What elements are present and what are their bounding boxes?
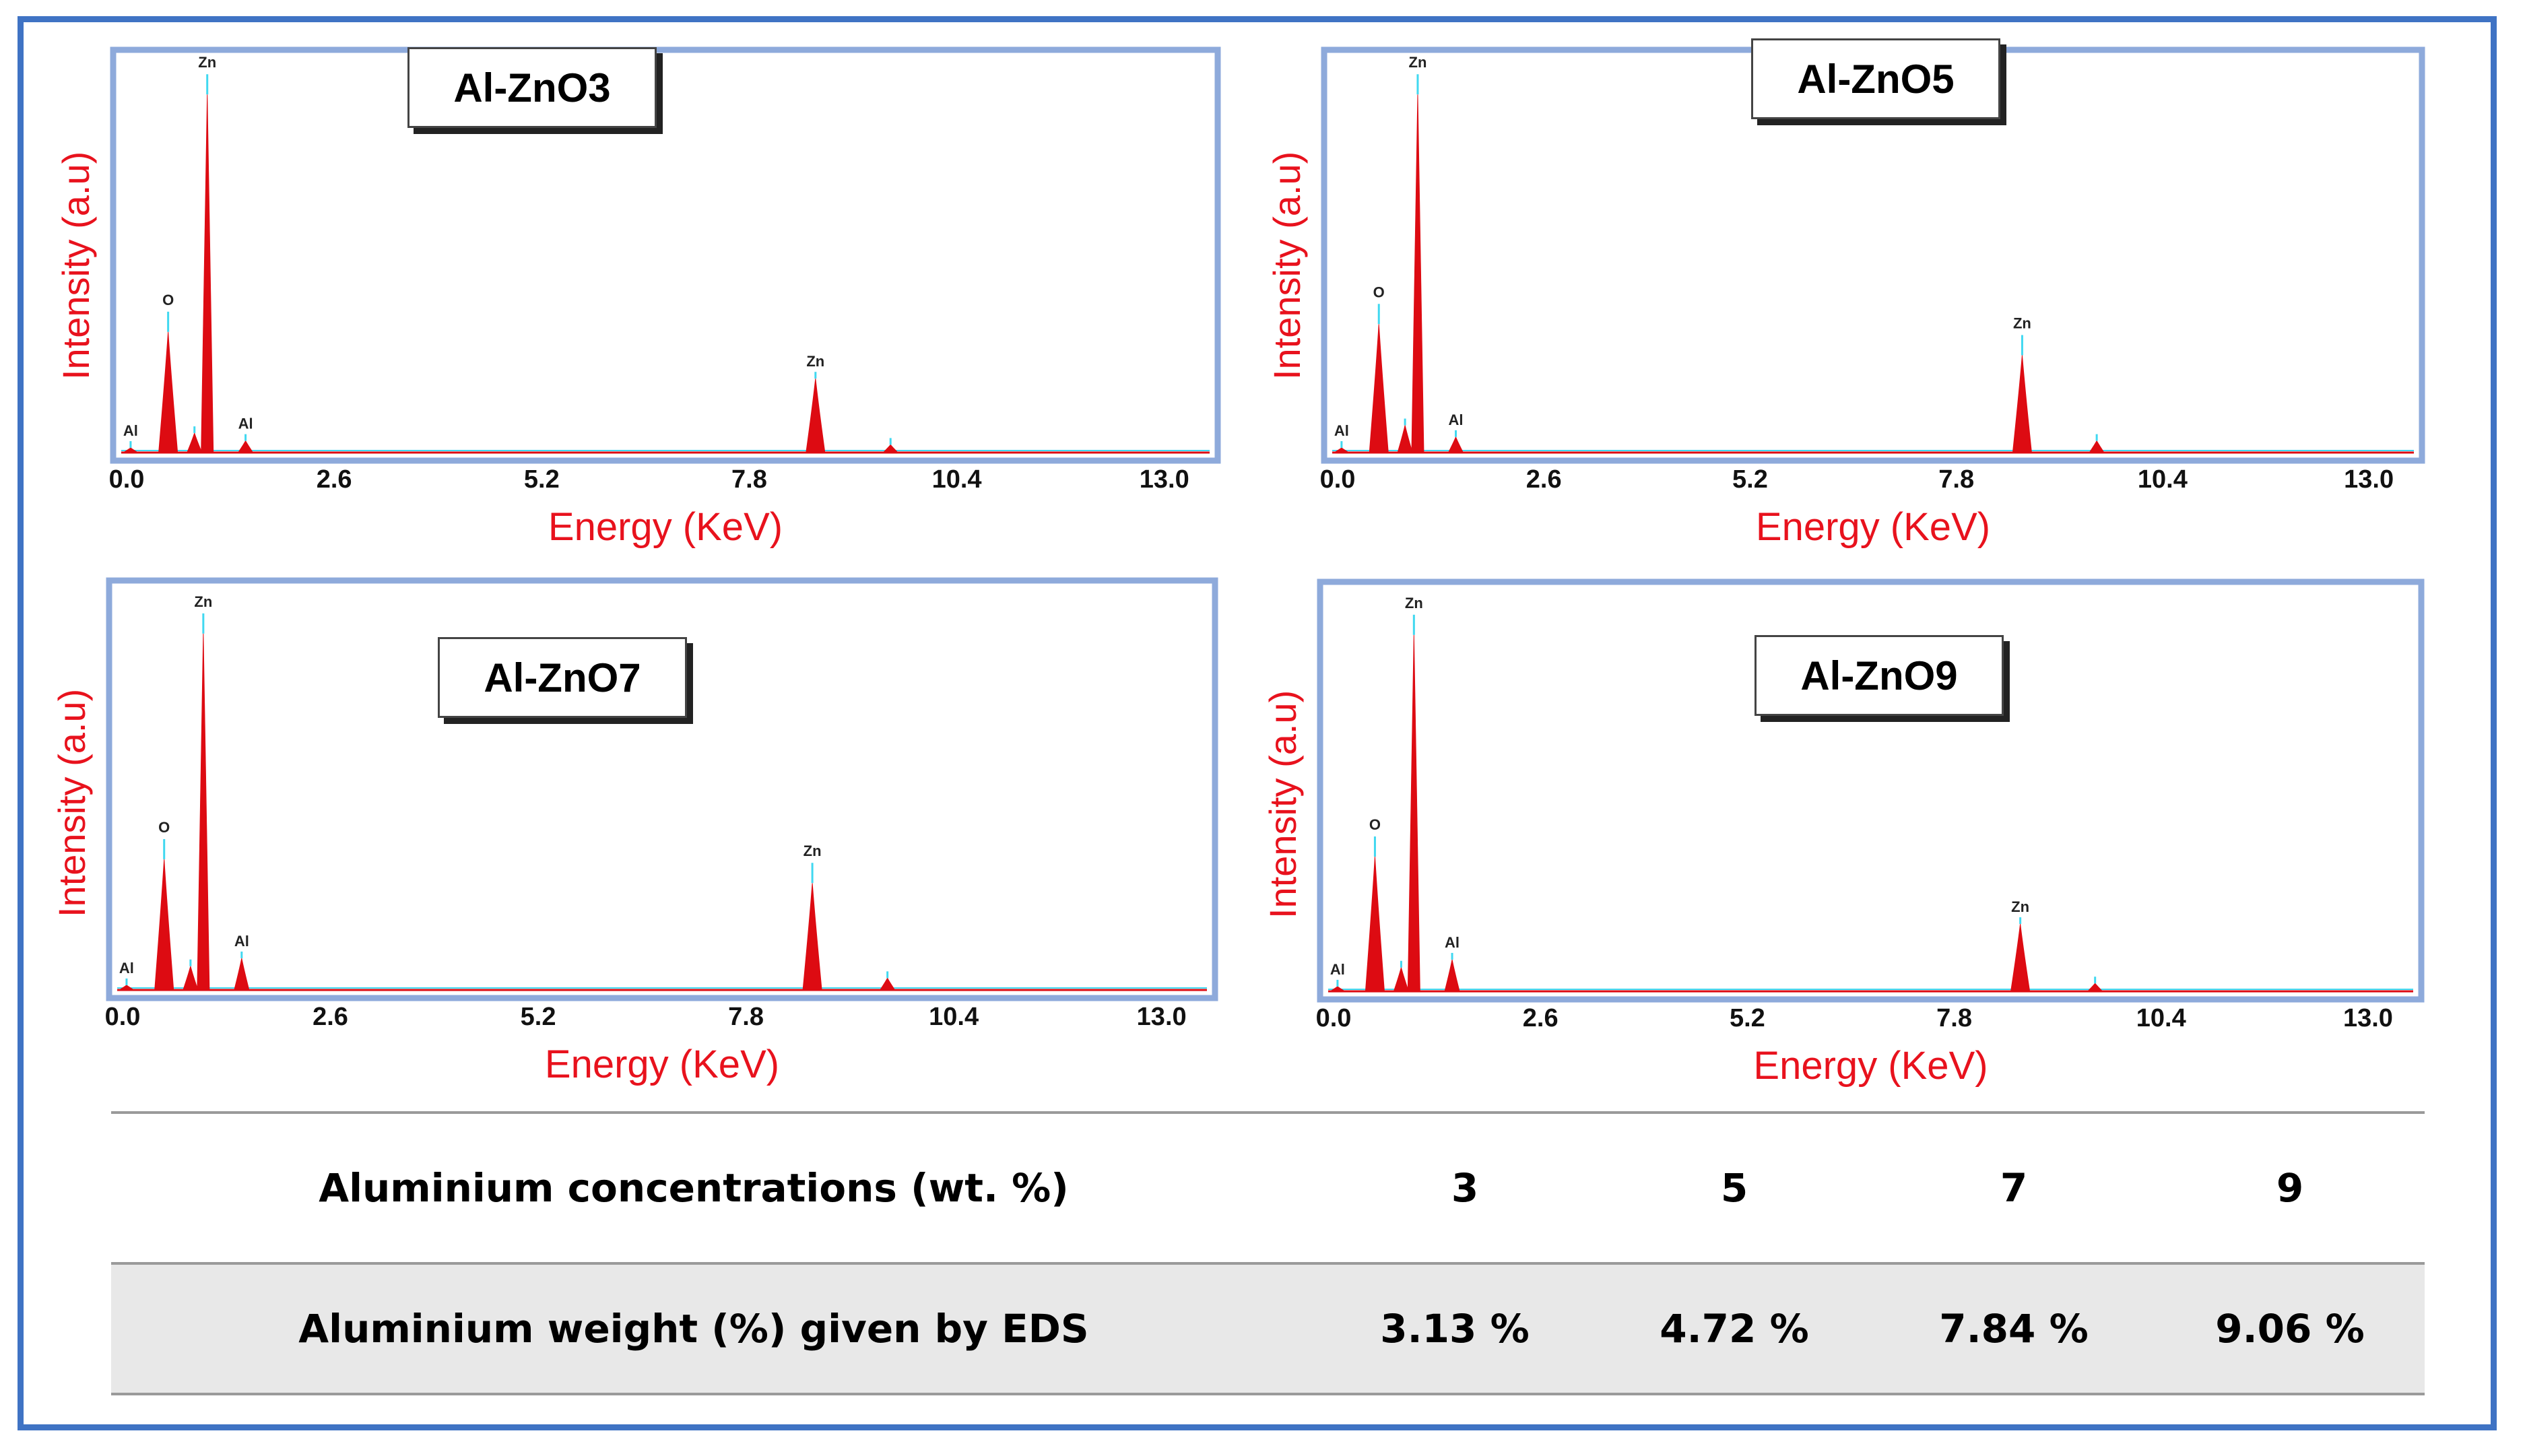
panel-title: Al-ZnO5 xyxy=(1751,38,2000,119)
table-cell: 3.13 % xyxy=(1380,1306,1530,1352)
table-cell: 4.72 % xyxy=(1660,1306,1809,1352)
x-axis-label: Energy (KeV) xyxy=(1755,505,1991,549)
y-axis-label: Intensity (a.u) xyxy=(1266,151,1308,380)
table-cell: 5 xyxy=(1720,1165,1748,1211)
table-bottom-rule xyxy=(111,1393,2425,1395)
table-row-eds-weight: Aluminium weight (%) given by EDS 3.13 %… xyxy=(111,1265,2425,1393)
y-axis-label: Intensity (a.u) xyxy=(1261,690,1304,919)
table-cell: 3 xyxy=(1451,1165,1479,1211)
x-axis-label: Energy (KeV) xyxy=(544,1043,780,1086)
y-axis-label: Intensity (a.u) xyxy=(51,688,93,917)
panel-title: Al-ZnO9 xyxy=(1755,635,2004,716)
table-mid-rule xyxy=(111,1262,2425,1265)
figure-frame xyxy=(18,16,2497,1430)
table-row-concentration: Aluminium concentrations (wt. %) 3 5 7 9 xyxy=(111,1114,2425,1262)
table-cell: 7 xyxy=(2000,1165,2028,1211)
table-cell: 9 xyxy=(2276,1165,2304,1211)
table-cell: 7.84 % xyxy=(1939,1306,2089,1352)
x-axis-label: Energy (KeV) xyxy=(548,505,783,549)
panel-title: Al-ZnO7 xyxy=(438,637,687,718)
y-axis-label: Intensity (a.u) xyxy=(55,151,97,380)
table-top-rule xyxy=(111,1111,2425,1114)
table-cell: 9.06 % xyxy=(2215,1306,2365,1352)
composition-table: Aluminium concentrations (wt. %) 3 5 7 9… xyxy=(111,1111,2425,1401)
row-header: Aluminium concentrations (wt. %) xyxy=(319,1165,1069,1211)
x-axis-label: Energy (KeV) xyxy=(1753,1044,1988,1088)
row-header: Aluminium weight (%) given by EDS xyxy=(298,1306,1089,1352)
panel-title: Al-ZnO3 xyxy=(407,47,657,128)
